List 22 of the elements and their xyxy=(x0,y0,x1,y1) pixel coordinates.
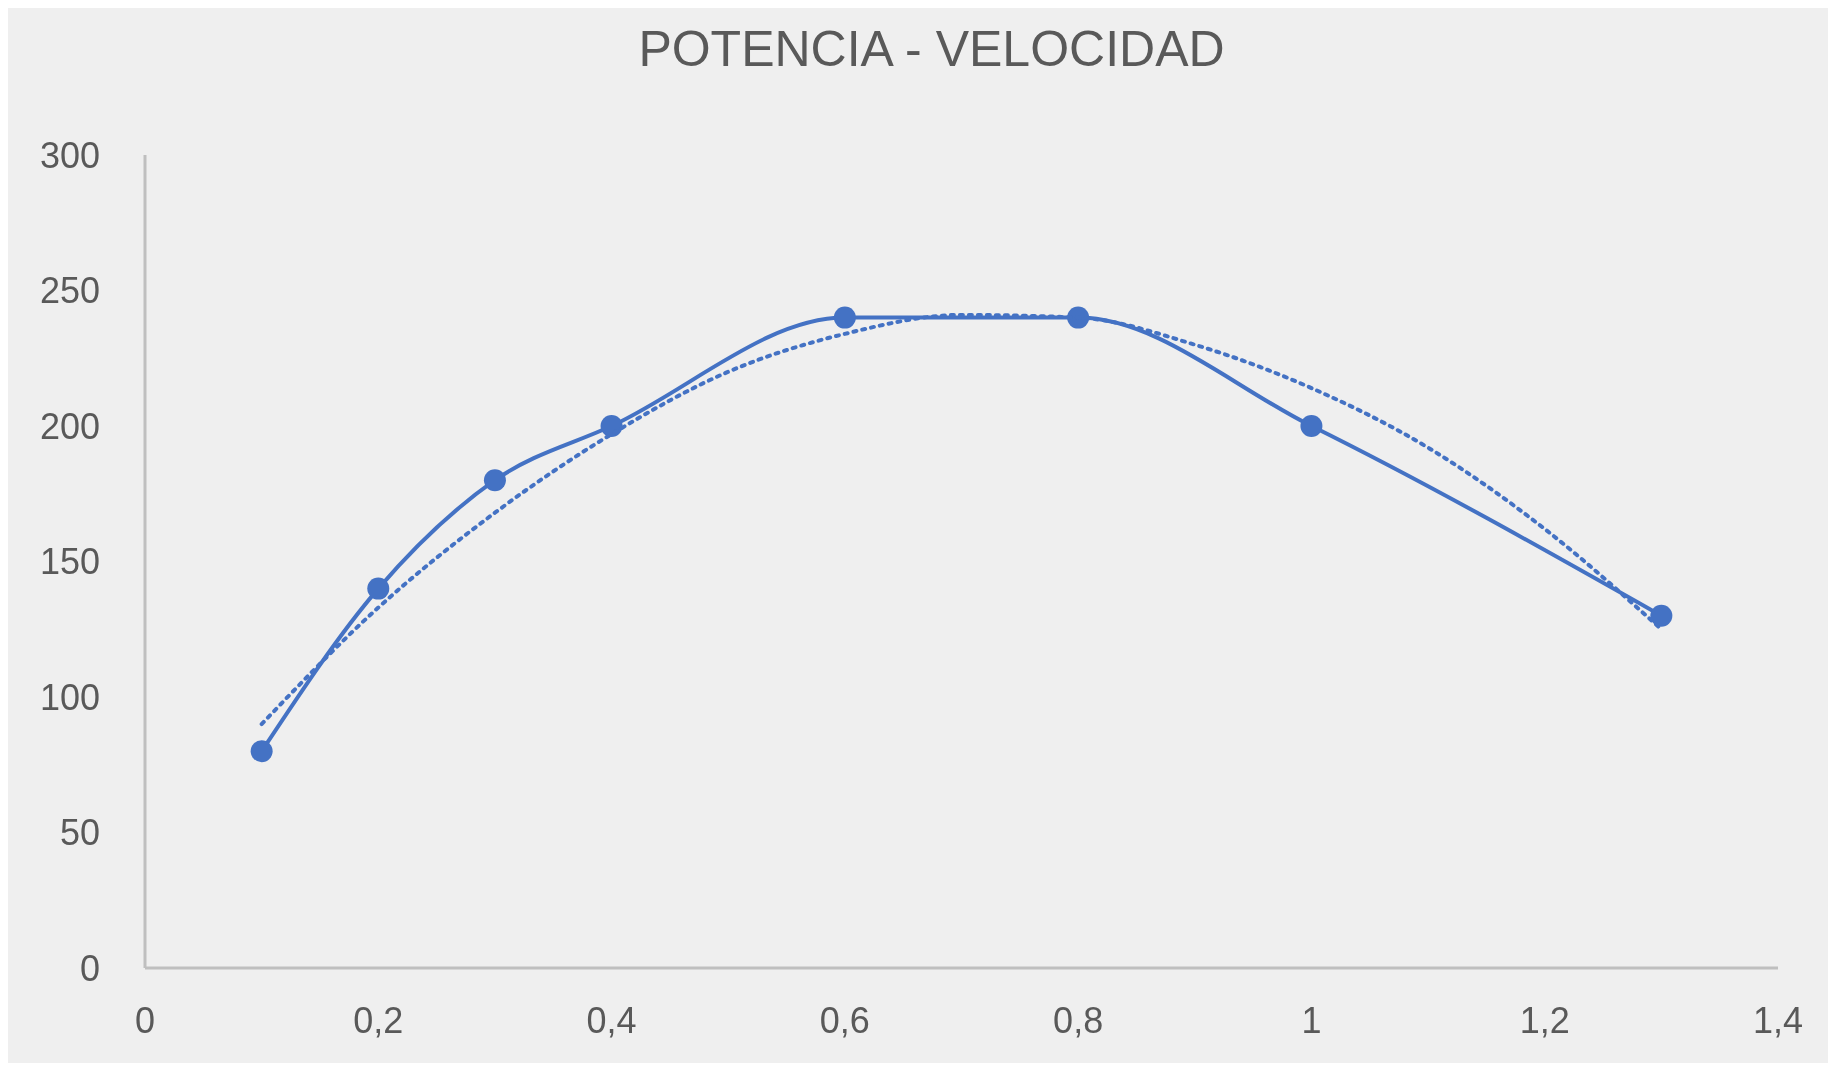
x-tick-label: 0 xyxy=(134,1000,156,1041)
y-tick-label: 150 xyxy=(39,541,100,582)
x-tick-label: 1,4 xyxy=(1752,1000,1804,1041)
point xyxy=(833,306,856,329)
y-tick-label: 0 xyxy=(79,947,100,989)
y-tick-label: 200 xyxy=(39,405,100,447)
x-tick-label: 0,4 xyxy=(586,1000,637,1041)
y-tick-label: 100 xyxy=(39,676,100,718)
point xyxy=(367,577,390,600)
x-tick-label: 0,2 xyxy=(353,1000,404,1041)
y-tick-label: 300 xyxy=(39,134,100,176)
chart-title: POTENCIA - VELOCIDAD xyxy=(638,21,1225,77)
point xyxy=(1650,604,1673,627)
point xyxy=(1300,415,1323,437)
x-tick-label: 0,8 xyxy=(1053,1000,1104,1041)
y-tick-label: 250 xyxy=(39,270,100,311)
point xyxy=(250,740,273,763)
x-tick-label: 1 xyxy=(1301,1000,1322,1041)
y-tick-label: 50 xyxy=(59,812,100,853)
point xyxy=(483,469,506,492)
x-tick-label: 0,6 xyxy=(819,1000,870,1041)
x-tick-label: 1,2 xyxy=(1519,1000,1570,1041)
